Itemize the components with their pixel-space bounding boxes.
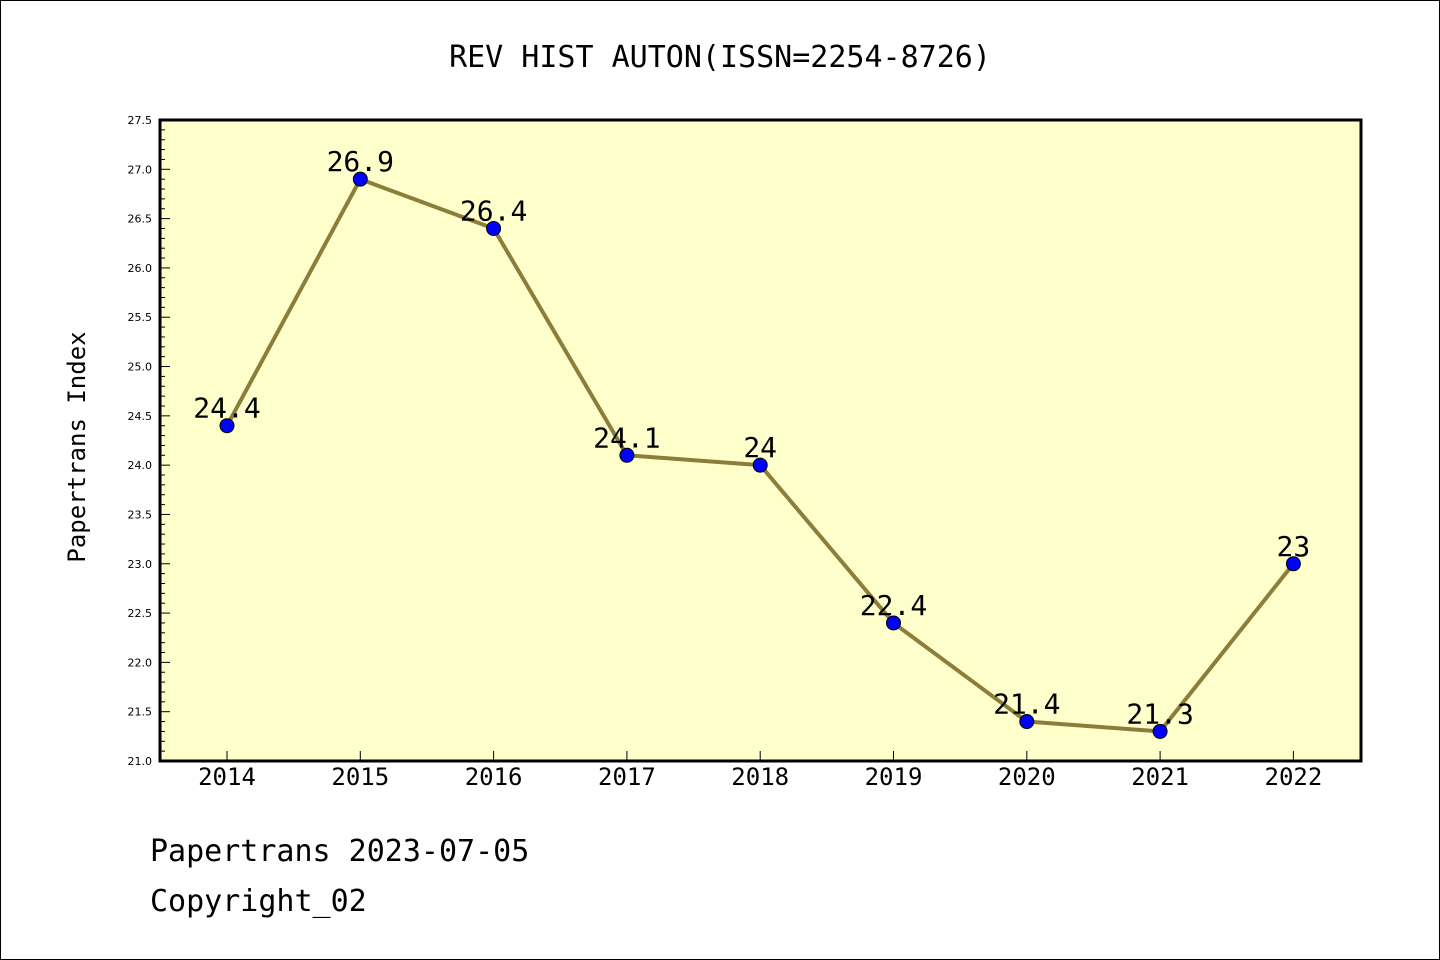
data-point [1285,556,1301,572]
y-tick-label: 24.0 [128,459,153,472]
footer-date: Papertrans 2023-07-05 [150,834,530,869]
y-tick-label: 26.5 [128,213,153,226]
x-tick-label: 2018 [731,763,789,791]
chart-title: REV HIST AUTON(ISSN=2254-8726) [449,40,991,75]
plot-area [158,118,1363,763]
data-label: 21.3 [1126,697,1193,730]
y-tick-label: 24.5 [128,410,153,423]
y-tick-label: 22.0 [128,656,153,669]
y-tick-label: 25.5 [128,311,153,324]
x-tick-label: 2016 [465,763,523,791]
y-tick-label: 22.5 [128,607,153,620]
y-tick-label: 21.0 [128,755,153,768]
data-point [486,220,502,236]
data-label: 24 [743,431,777,464]
x-tick-label: 2019 [865,763,923,791]
x-tick-label: 2022 [1265,763,1323,791]
data-label: 24.1 [593,421,660,454]
x-tick-label: 2021 [1131,763,1189,791]
data-label: 26.4 [460,194,527,227]
data-point [886,615,901,631]
data-label-layer: 24.4 26.9 26.4 24.1 24 22.4 21.4 21.3 23 [193,145,1310,730]
data-point [352,171,368,187]
series-layer [219,171,1301,739]
data-point [1152,723,1168,739]
data-point [752,457,768,473]
y-tick-label: 27.0 [128,163,153,176]
footer-copyright: Copyright_02 [150,884,367,919]
data-point [619,447,635,463]
y-tick-label: 26.0 [128,262,153,275]
data-label: 26.9 [327,145,394,178]
data-label: 23 [1277,530,1311,563]
data-label: 22.4 [860,589,927,622]
data-point [219,418,235,434]
data-point [1019,714,1035,730]
x-axis-ticks: 2014 2015 2016 2017 2018 2019 2020 2021 2022 [198,751,1322,791]
x-tick-label: 2014 [198,763,256,791]
y-axis-label: Papertrans Index [63,331,91,562]
data-label: 21.4 [993,688,1060,721]
y-tick-label: 25.0 [128,361,153,374]
y-tick-label: 21.5 [128,706,153,719]
x-tick-label: 2015 [331,763,389,791]
x-tick-label: 2017 [598,763,656,791]
y-axis-ticks: 21.0 21.5 22.0 22.5 23.0 23.5 24.0 24.5 25.0 25.5… [128,114,170,768]
data-label: 24.4 [193,392,260,425]
y-tick-label: 23.0 [128,558,153,571]
x-tick-label: 2020 [998,763,1056,791]
y-tick-label: 27.5 [128,114,153,127]
y-tick-label: 23.5 [128,508,153,521]
